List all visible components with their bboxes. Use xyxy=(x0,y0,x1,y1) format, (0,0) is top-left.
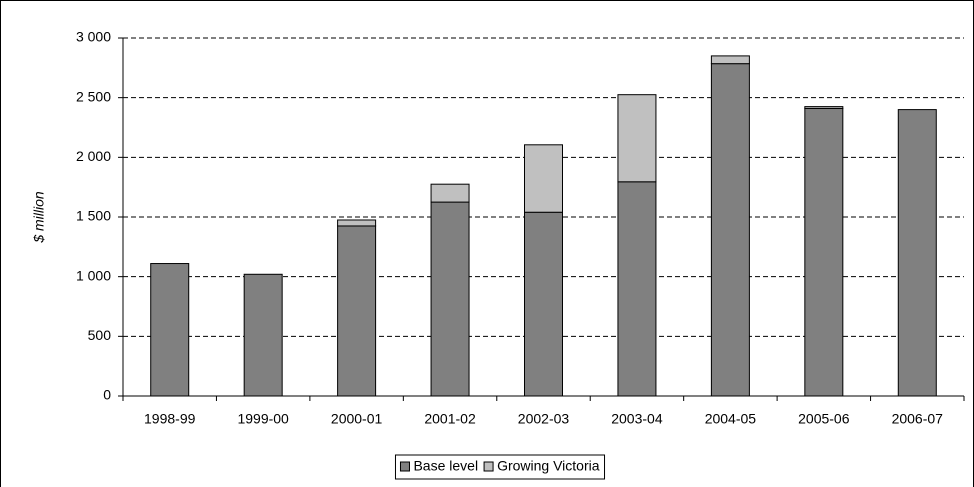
bar-segment xyxy=(710,55,750,65)
bar-segment xyxy=(617,181,657,397)
x-tick-label: 2004-05 xyxy=(705,411,757,427)
y-tick-label: 0 xyxy=(103,387,111,403)
x-tick-label: 1998-99 xyxy=(144,411,196,427)
y-axis-label: $ million xyxy=(31,191,47,244)
legend xyxy=(394,454,606,480)
y-tick-label: 1 500 xyxy=(76,208,111,224)
bar-segment xyxy=(804,107,844,397)
bar-segment xyxy=(430,201,470,397)
x-tick-label: 2006-07 xyxy=(892,411,944,427)
bar-segment xyxy=(337,225,377,397)
bar-segment xyxy=(243,273,283,397)
legend-label: Base level xyxy=(413,458,478,474)
bar-segment xyxy=(430,183,470,203)
x-tick-label: 1999-00 xyxy=(237,411,289,427)
legend-swatch xyxy=(483,461,494,472)
legend-label: Growing Victoria xyxy=(497,458,600,474)
x-tick-label: 2000-01 xyxy=(331,411,383,427)
bar-segment xyxy=(710,63,750,397)
x-tick-label: 2003-04 xyxy=(611,411,663,427)
y-tick-label: 2 000 xyxy=(76,148,111,164)
bar-segment xyxy=(804,106,844,109)
x-tick-label: 2005-06 xyxy=(798,411,850,427)
bar-segment xyxy=(897,109,937,397)
bar-segment xyxy=(150,263,190,397)
x-tick-label: 2002-03 xyxy=(518,411,570,427)
y-tick-label: 2 500 xyxy=(76,88,111,104)
y-tick-label: 3 000 xyxy=(76,29,111,45)
bar-segment xyxy=(617,94,657,183)
bar-segment xyxy=(524,211,563,397)
legend-swatch xyxy=(399,461,410,472)
y-tick-label: 1 000 xyxy=(76,267,111,283)
x-tick-label: 2001-02 xyxy=(424,411,476,427)
y-tick-label: 500 xyxy=(88,327,112,343)
bar-segment xyxy=(337,219,377,227)
bar-segment xyxy=(524,144,563,213)
